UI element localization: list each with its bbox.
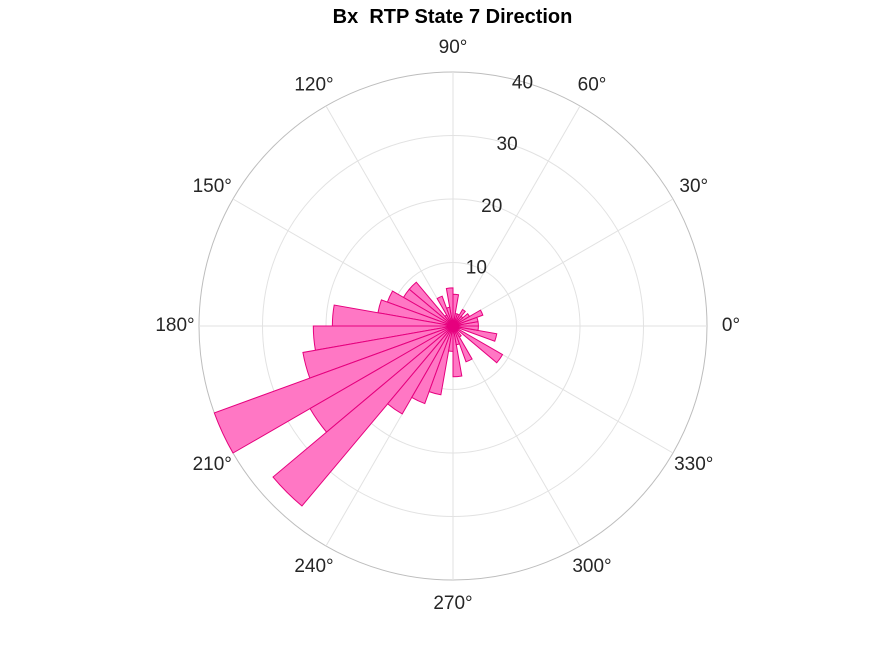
theta-grid-line <box>452 105 581 327</box>
r-tick-label: 10 <box>466 257 487 278</box>
histogram-bin <box>452 325 498 342</box>
histogram-bin <box>452 308 466 327</box>
theta-tick-label: 30° <box>679 176 708 197</box>
histogram-bin <box>213 325 454 454</box>
theta-tick-label: 270° <box>433 593 472 614</box>
histogram-bins <box>213 281 504 507</box>
histogram-bin <box>272 325 454 507</box>
histogram-bin <box>452 325 479 331</box>
r-tick-label: 20 <box>481 196 502 217</box>
theta-tick-label: 180° <box>155 315 194 336</box>
theta-tick-label: 90° <box>439 37 468 58</box>
polar-labels: 10 20 30 40 0° 30° 60° 90° 120° 150° 180° 210° 240° 2… <box>155 37 740 614</box>
chart-title: Bx RTP State 7 Direction <box>332 6 573 28</box>
theta-tick-label: 300° <box>572 556 611 577</box>
r-tick-label: 40 <box>512 73 533 94</box>
theta-tick-label: 60° <box>578 74 607 95</box>
theta-grid-line <box>452 325 581 547</box>
theta-tick-label: 120° <box>294 74 333 95</box>
histogram-bin <box>452 325 504 364</box>
theta-grid-line <box>452 198 674 327</box>
histogram-bin <box>386 325 454 415</box>
theta-grid-line <box>325 105 454 327</box>
theta-tick-label: 150° <box>193 176 232 197</box>
r-tick-label: 30 <box>497 134 518 155</box>
theta-tick-label: 240° <box>294 556 333 577</box>
theta-tick-label: 210° <box>193 454 232 475</box>
histogram-bin <box>428 325 454 396</box>
theta-tick-label: 0° <box>722 315 740 336</box>
histogram-bin <box>411 325 454 405</box>
theta-tick-label: 330° <box>674 454 713 475</box>
